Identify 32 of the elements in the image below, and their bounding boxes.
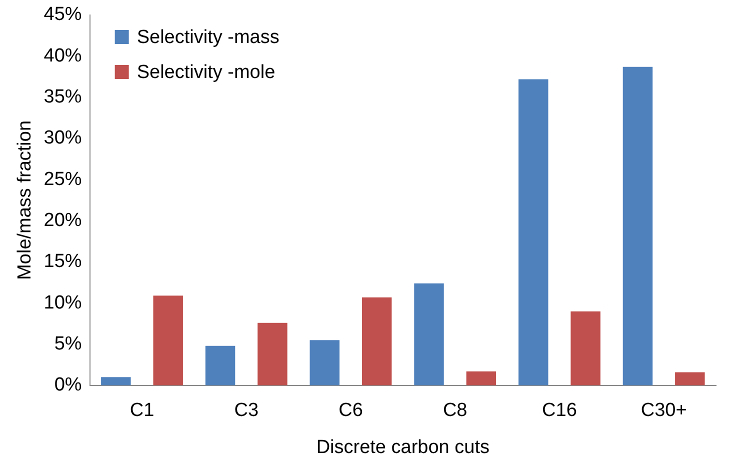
bar bbox=[570, 311, 600, 386]
legend-label: Selectivity -mole bbox=[136, 62, 276, 84]
x-tick-label: C6 bbox=[338, 400, 363, 422]
x-tick-label: C30+ bbox=[640, 400, 687, 422]
y-tick-label: 45% bbox=[44, 4, 82, 26]
y-tick-label: 25% bbox=[44, 168, 82, 190]
bar bbox=[362, 297, 392, 386]
bar bbox=[310, 340, 340, 386]
y-tick-label: 20% bbox=[44, 210, 82, 232]
y-axis-title: Mole/mass fraction bbox=[14, 120, 36, 280]
bar bbox=[675, 372, 705, 386]
y-tick-label: 15% bbox=[44, 251, 82, 272]
x-tick-label: C16 bbox=[542, 400, 577, 422]
y-tick-label: 10% bbox=[44, 292, 82, 314]
bar bbox=[153, 296, 183, 386]
y-tick-label: 30% bbox=[44, 128, 82, 149]
x-axis-title: Discrete carbon cuts bbox=[316, 436, 490, 458]
x-tick-label: C1 bbox=[130, 400, 154, 422]
y-tick-label: 5% bbox=[54, 333, 82, 354]
bar bbox=[518, 79, 548, 386]
y-tick-label: 40% bbox=[44, 45, 82, 66]
bar bbox=[258, 322, 288, 386]
legend-label: Selectivity -mass bbox=[136, 27, 280, 48]
bar bbox=[466, 371, 496, 386]
y-tick-label: 35% bbox=[44, 86, 82, 108]
y-tick-label: 0% bbox=[54, 374, 82, 396]
x-tick-label: C8 bbox=[442, 400, 468, 422]
bar bbox=[205, 346, 236, 386]
bar bbox=[414, 283, 444, 386]
x-tick-label: C3 bbox=[234, 400, 259, 422]
bar bbox=[622, 66, 653, 386]
bar bbox=[101, 377, 131, 386]
